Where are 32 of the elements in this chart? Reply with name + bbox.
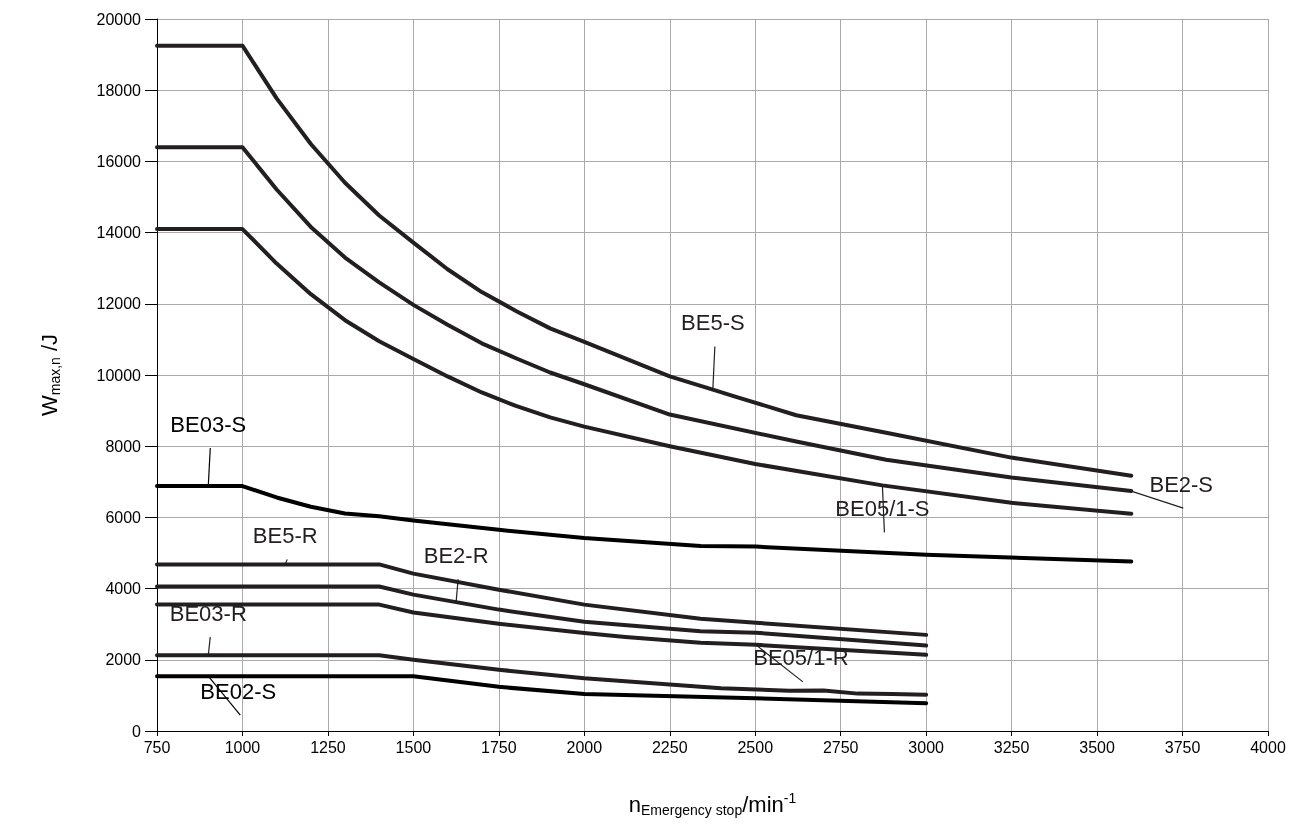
y-tick-label: 10000 [96,366,142,384]
x-tick-label: 2750 [822,738,859,756]
series-label: BE2-S [1149,471,1214,497]
text: BE03-S [170,411,247,437]
y-axis-title: Wmax,n /J [36,333,63,417]
y-tick-label: 2000 [105,651,142,669]
x-tick-label: 2250 [651,738,688,756]
x-tick-label: 4000 [1250,738,1286,756]
series-label: BE03-R [169,600,247,626]
x-tick-label: 3000 [908,738,945,756]
x-tick-label: 2000 [566,738,603,756]
y-tick-label: 12000 [96,295,142,313]
x-tick-label: 3500 [1079,738,1115,756]
y-tick-label: 16000 [96,152,142,170]
series-label: BE5-R [252,522,318,548]
y-tick-label: 0 [132,722,142,740]
x-tick-label: 3750 [1164,738,1201,756]
x-tick-label: 2500 [737,738,774,756]
y-tick-label: 6000 [105,508,142,526]
y-tick-label: 18000 [96,81,142,99]
x-tick-label: 750 [143,738,171,756]
series-label: BE5-S [681,310,745,336]
x-tick-label: 1500 [395,738,432,756]
x-tick-label: 1000 [224,738,261,756]
x-tick-label: 3250 [993,738,1030,756]
y-tick-label: 14000 [96,224,142,242]
y-tick-label: 8000 [105,437,142,455]
y-tick-label: 20000 [96,10,142,28]
series-label: BE2-R [423,542,489,568]
x-tick-label: 1250 [310,738,346,756]
x-tick-label: 1750 [481,738,517,756]
y-tick-label: 4000 [105,580,142,598]
